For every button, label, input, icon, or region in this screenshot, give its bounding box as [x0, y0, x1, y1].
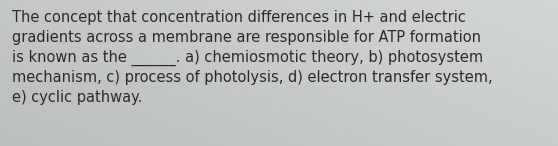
Text: The concept that concentration differences in H+ and electric
gradients across a: The concept that concentration differenc… — [12, 10, 493, 105]
